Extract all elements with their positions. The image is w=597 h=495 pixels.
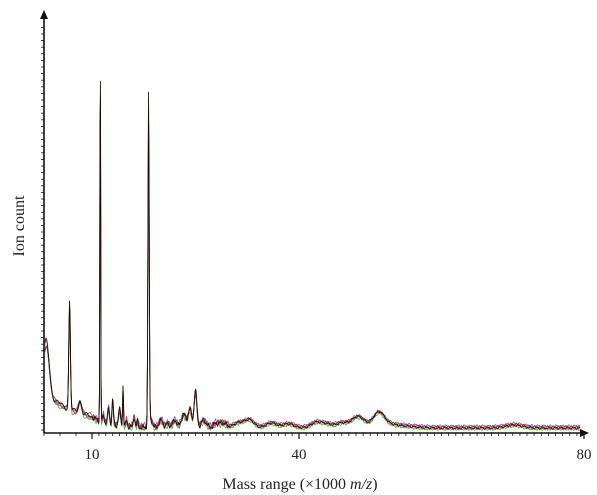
y-minor-ticks (41, 26, 44, 431)
x-tick-label-10: 10 (85, 447, 100, 463)
y-axis-title: Ion count (11, 195, 28, 256)
spectrum-series-line-1 (44, 80, 581, 430)
x-major-ticks (91, 433, 585, 439)
x-axis-title-suffix: ) (372, 476, 377, 493)
spectrum-series-line-6 (44, 97, 581, 431)
spectrum-series-line-4 (44, 114, 581, 428)
spectrum-series-line-5 (44, 86, 581, 431)
x-tick-label-40: 40 (292, 447, 307, 463)
spectrum-series-line-2 (44, 101, 581, 429)
x-axis-title-unit: m/z (350, 476, 373, 493)
series-group (44, 80, 581, 431)
y-axis (40, 10, 48, 433)
x-axis-title-prefix: Mass range (×1000 (222, 476, 350, 493)
spectrum-series-line-3 (44, 96, 581, 431)
x-axis: 10 40 80 (43, 429, 592, 463)
x-tick-labels: 10 40 80 (85, 447, 592, 463)
x-axis-title: Mass range (×1000 m/z) (222, 476, 377, 493)
plot-area (44, 80, 581, 431)
x-minor-ticks (43, 433, 578, 436)
x-tick-label-80: 80 (577, 447, 592, 463)
y-axis-arrow-icon (40, 10, 48, 19)
